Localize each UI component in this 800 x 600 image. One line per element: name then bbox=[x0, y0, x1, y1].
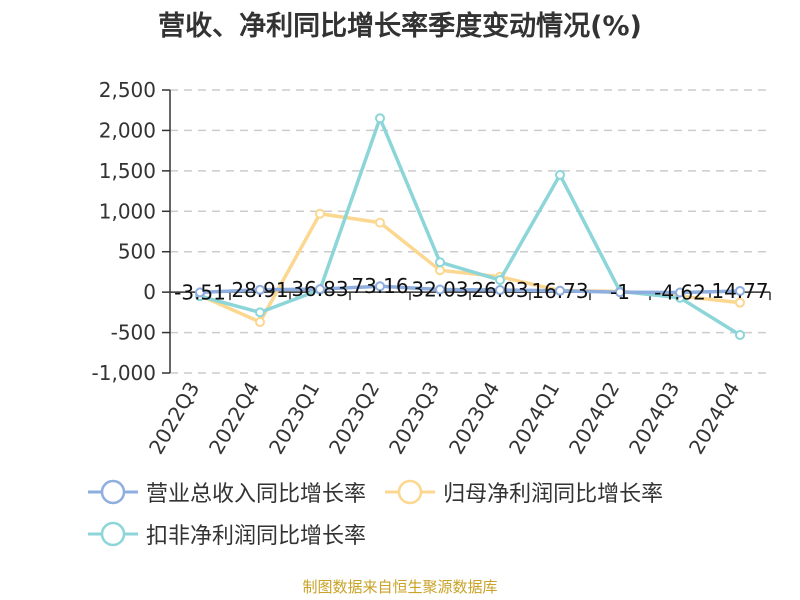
y-tick-label: 1,500 bbox=[99, 159, 156, 183]
data-label: 14.77 bbox=[711, 279, 768, 303]
data-label: 32.03 bbox=[411, 278, 468, 302]
data-label: -3.51 bbox=[174, 280, 226, 304]
data-label: 73.16 bbox=[351, 274, 408, 298]
series-line-0 bbox=[199, 284, 741, 295]
y-tick-label: 500 bbox=[118, 240, 156, 264]
data-point[interactable] bbox=[435, 284, 445, 295]
data-point[interactable] bbox=[675, 287, 685, 298]
y-axis-ticks: 2,500 2,000 1,500 1,000 500 0 -500 -1,000 bbox=[92, 78, 170, 385]
axes bbox=[169, 90, 770, 373]
data-label: 26.03 bbox=[471, 278, 528, 302]
x-tick-label: 2024Q4 bbox=[684, 378, 744, 459]
series-group bbox=[195, 113, 745, 340]
data-labels: -3.51 28.91 36.83 73.16 32.03 26.03 16.73 -1 -4.… bbox=[174, 274, 769, 304]
y-tick-label: -500 bbox=[111, 321, 156, 345]
legend: 营业总收入同比增长率 归母净利润同比增长率 扣非净利润同比增长率 bbox=[88, 476, 788, 560]
data-point[interactable] bbox=[735, 297, 745, 308]
data-label: 16.73 bbox=[531, 279, 588, 303]
x-tick-label: 2023Q2 bbox=[324, 378, 384, 459]
data-point[interactable] bbox=[435, 257, 445, 268]
y-tick-label: -1,000 bbox=[92, 361, 156, 385]
x-tick-label: 2023Q3 bbox=[384, 378, 444, 459]
data-point[interactable] bbox=[555, 169, 565, 180]
grid-lines bbox=[170, 89, 770, 374]
data-point[interactable] bbox=[255, 284, 265, 295]
legend-label: 扣非净利润同比增长率 bbox=[146, 524, 367, 549]
data-point[interactable] bbox=[375, 217, 385, 228]
legend-marker-icon bbox=[88, 521, 138, 547]
data-point[interactable] bbox=[255, 307, 265, 318]
data-point[interactable] bbox=[615, 287, 625, 298]
data-point[interactable] bbox=[375, 113, 385, 124]
y-tick-label: 1,000 bbox=[99, 199, 156, 223]
legend-marker-icon bbox=[88, 479, 138, 505]
series-line-2 bbox=[199, 116, 741, 337]
source-note: 制图数据来自恒生聚源数据库 bbox=[302, 578, 498, 596]
data-point[interactable] bbox=[735, 329, 745, 340]
legend-marker-icon bbox=[385, 479, 436, 505]
x-tick-label: 2023Q4 bbox=[444, 378, 504, 459]
legend-label: 归母净利润同比增长率 bbox=[443, 482, 664, 507]
data-point[interactable] bbox=[315, 208, 325, 219]
data-point[interactable] bbox=[195, 287, 205, 298]
data-point[interactable] bbox=[495, 275, 505, 286]
data-point[interactable] bbox=[555, 285, 565, 296]
data-label: 36.83 bbox=[291, 277, 348, 301]
y-tick-label: 0 bbox=[143, 280, 156, 304]
data-point[interactable] bbox=[375, 281, 385, 292]
data-point[interactable] bbox=[435, 265, 445, 276]
x-tick-label: 2023Q1 bbox=[264, 378, 324, 459]
data-label: 28.91 bbox=[231, 278, 288, 302]
x-axis-ticks: 2022Q3 2022Q4 2023Q1 2023Q2 2023Q3 2023Q4 2024… bbox=[144, 292, 771, 459]
data-label: -4.62 bbox=[654, 281, 706, 305]
data-label: -1 bbox=[610, 280, 630, 304]
x-tick-label: 2024Q3 bbox=[624, 378, 684, 459]
x-tick-label: 2024Q1 bbox=[504, 378, 564, 459]
x-tick-label: 2024Q2 bbox=[564, 378, 624, 459]
y-tick-label: 2,500 bbox=[99, 78, 156, 102]
data-point[interactable] bbox=[255, 317, 265, 328]
legend-item-revenue[interactable]: 营业总收入同比增长率 bbox=[88, 476, 366, 508]
data-point[interactable] bbox=[735, 285, 745, 296]
chart-title: 营收、净利同比增长率季度变动情况(%) bbox=[158, 11, 642, 42]
y-tick-label: 2,000 bbox=[99, 118, 156, 142]
x-tick-label: 2022Q3 bbox=[144, 378, 204, 459]
x-tick-label: 2022Q4 bbox=[204, 378, 264, 459]
data-point[interactable] bbox=[315, 284, 325, 295]
legend-item-deducted-net-profit[interactable]: 扣非净利润同比增长率 bbox=[88, 518, 366, 550]
legend-item-net-profit[interactable]: 归母净利润同比增长率 bbox=[385, 476, 663, 508]
legend-label: 营业总收入同比增长率 bbox=[146, 482, 367, 507]
data-point[interactable] bbox=[495, 285, 505, 296]
